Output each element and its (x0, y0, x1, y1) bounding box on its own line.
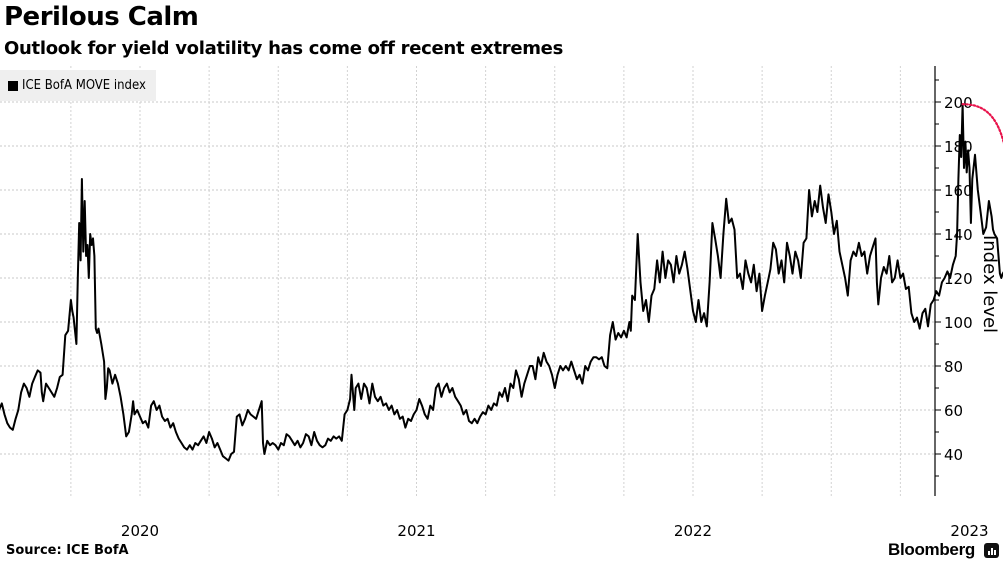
y-tick-label: 200 (944, 94, 973, 112)
chart-title: Perilous Calm (4, 2, 199, 32)
annotation-dotted-arc (961, 103, 1003, 145)
x-tick-label: 2022 (674, 522, 712, 540)
series-layer (0, 103, 1003, 462)
series-line-move-index (0, 103, 1003, 462)
x-tick-label: 2023 (950, 522, 988, 540)
annotation-layer (961, 103, 1003, 145)
bloomberg-icon (984, 543, 999, 558)
y-tick-label: 140 (944, 226, 973, 244)
legend-swatch-icon (8, 80, 18, 91)
y-tick-label: 80 (944, 358, 963, 376)
x-axis: 2020 2021 2022 2023 (121, 522, 989, 540)
y-tick-label: 60 (944, 402, 963, 420)
x-tick-label: 2020 (121, 522, 159, 540)
y-tick-label: 100 (944, 314, 973, 332)
gridlines (0, 66, 935, 496)
legend: ICE BofA MOVE index (0, 70, 156, 101)
legend-label: ICE BofA MOVE index (22, 78, 146, 93)
y-axis-title: Index level (979, 235, 1000, 333)
chart-subtitle: Outlook for yield volatility has come of… (4, 38, 564, 59)
x-tick-label: 2021 (397, 522, 435, 540)
y-tick-label: 40 (944, 446, 963, 464)
source-note: Source: ICE BofA (6, 543, 129, 558)
brand-logo: Bloomberg (887, 540, 975, 559)
